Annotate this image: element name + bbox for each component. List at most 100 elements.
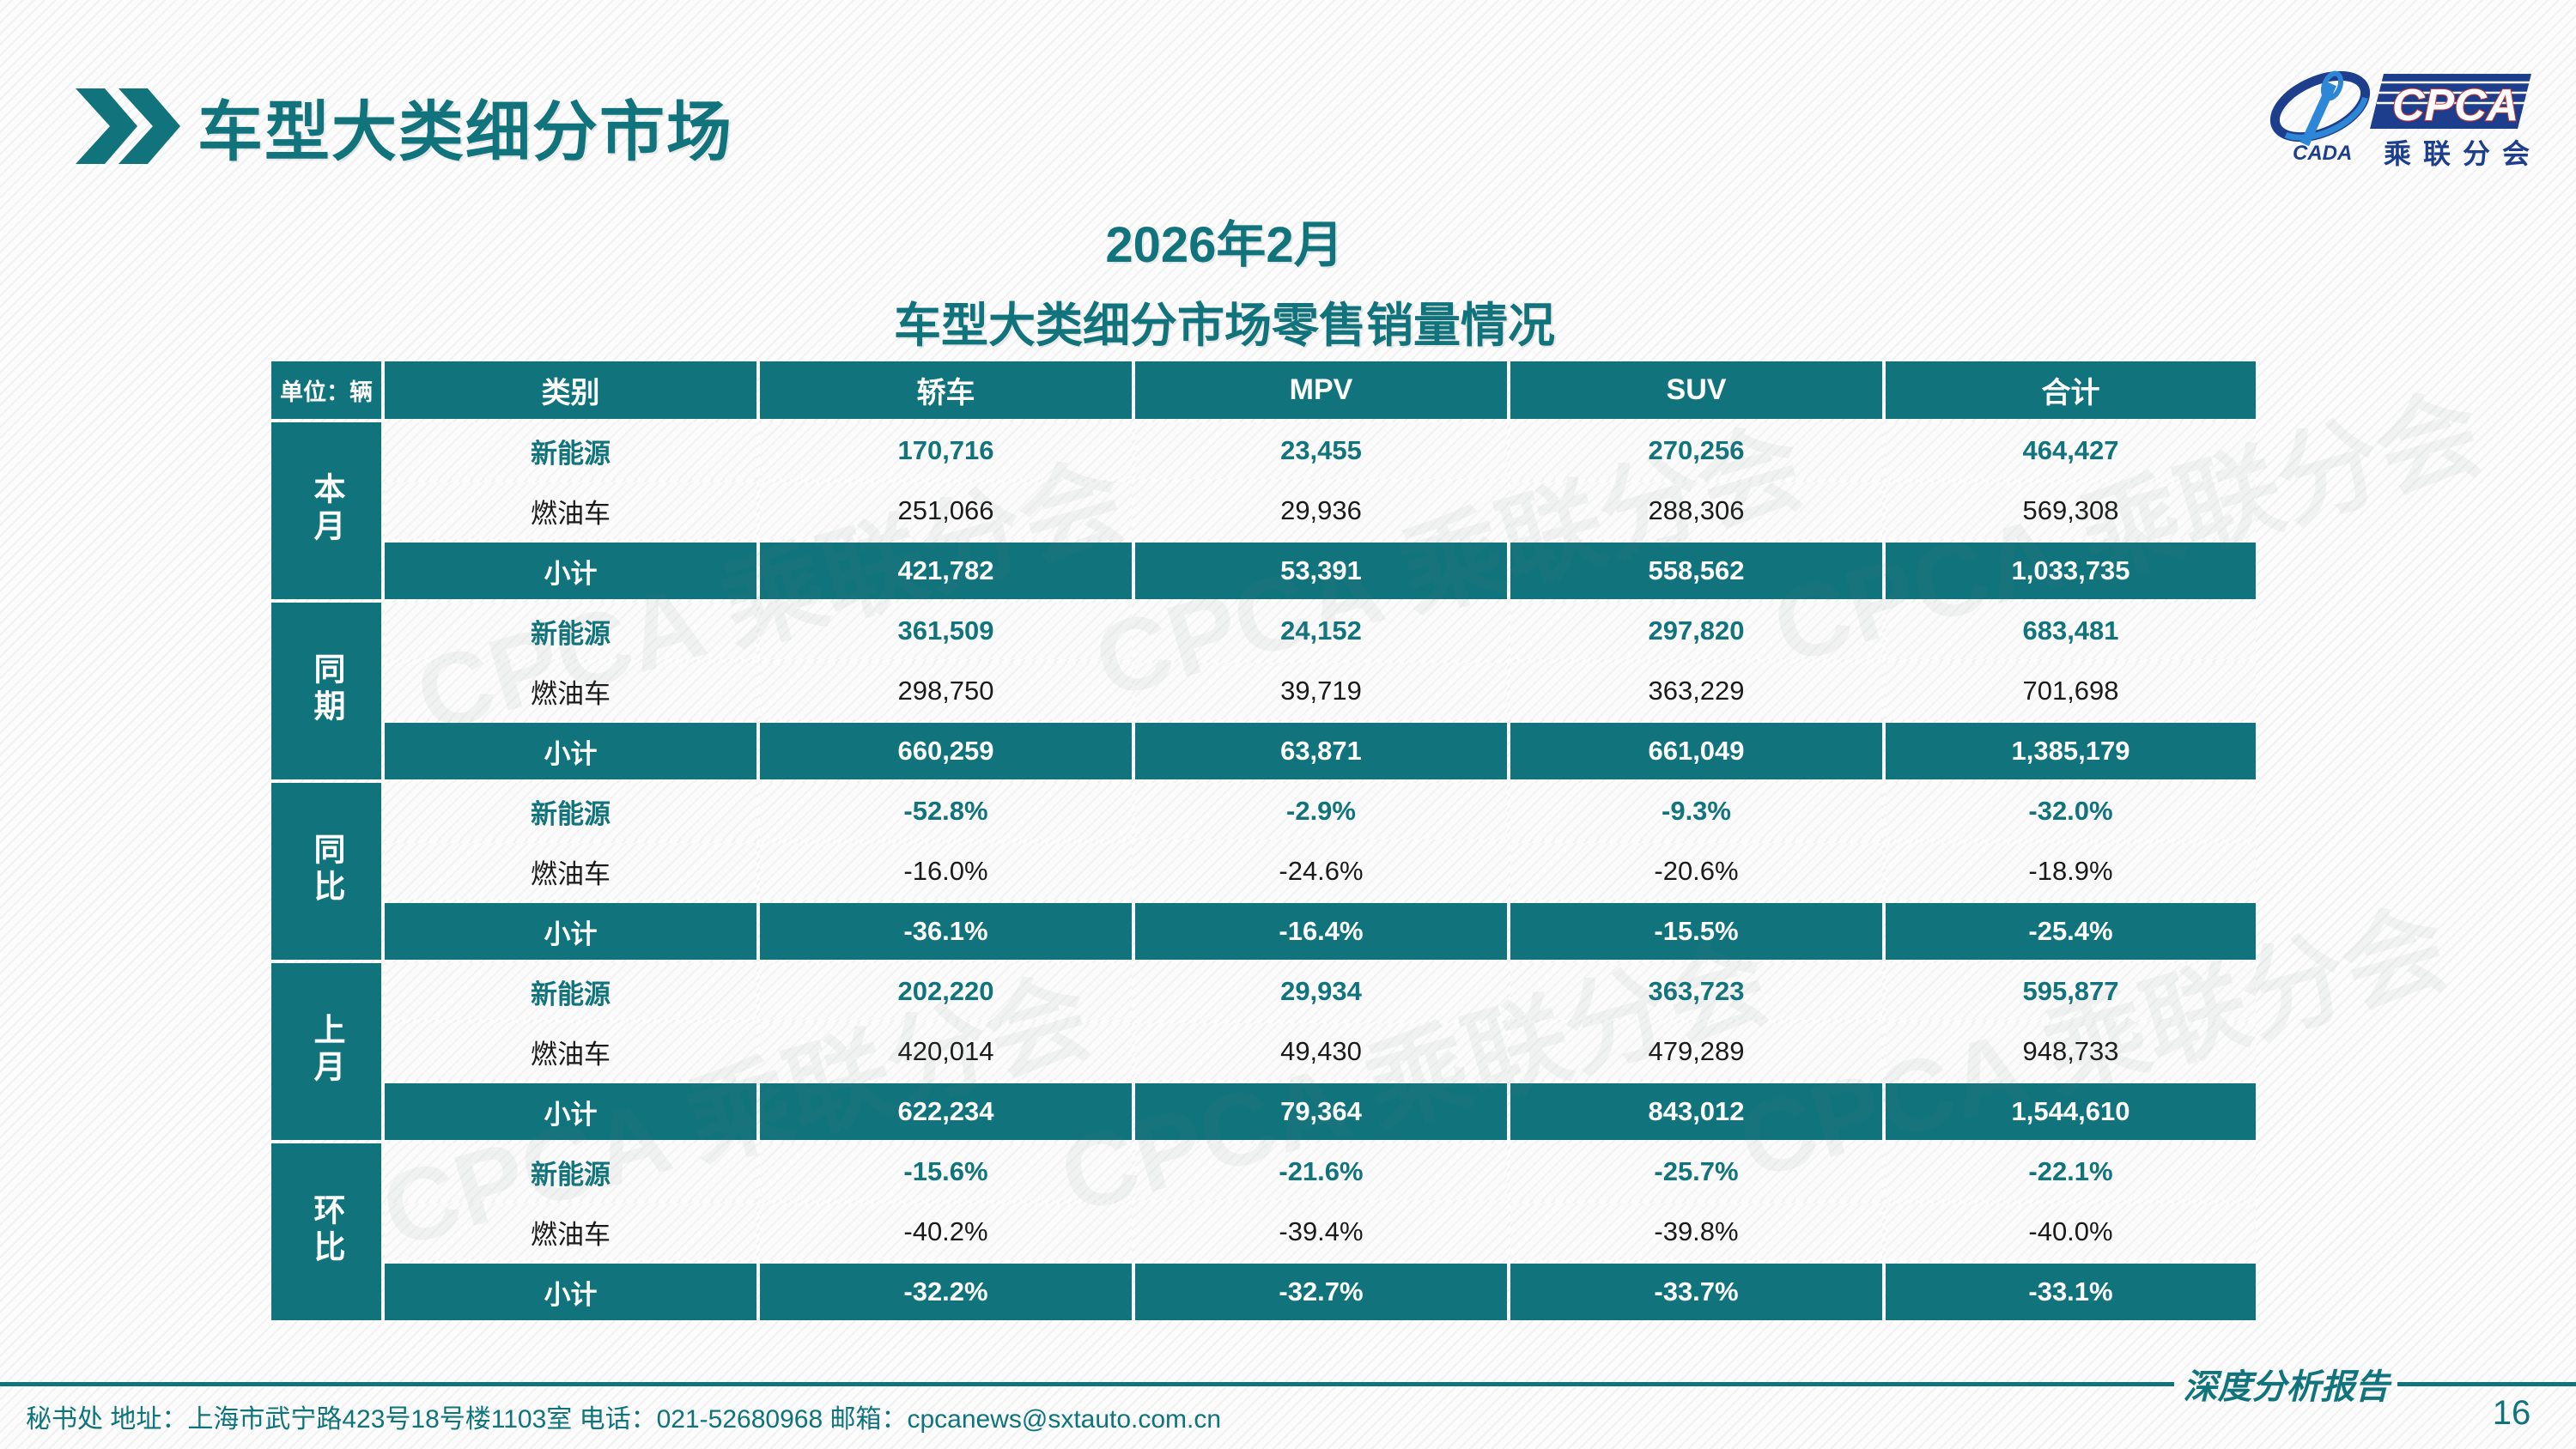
value-cell: 202,220 xyxy=(760,963,1132,1020)
value-cell: 661,049 xyxy=(1510,723,1882,779)
category-cell: 小计 xyxy=(385,723,756,779)
value-cell: -25.4% xyxy=(1886,903,2256,960)
value-cell: 39,719 xyxy=(1135,663,1507,719)
table-title-subject: 车型大类细分市场零售销量情况 xyxy=(893,299,1555,352)
value-cell: 49,430 xyxy=(1135,1023,1507,1080)
cpca-logo: CADA CPCA 乘联分会 xyxy=(2269,70,2542,169)
value-cell: 701,698 xyxy=(1886,663,2256,719)
logo-cpca-text: CPCA xyxy=(2392,81,2518,130)
col-header-sedan: 轿车 xyxy=(760,361,1132,419)
value-cell: 1,033,735 xyxy=(1886,543,2256,599)
value-cell: 298,750 xyxy=(760,663,1132,719)
category-cell: 小计 xyxy=(385,903,756,960)
value-cell: -16.4% xyxy=(1135,903,1507,960)
value-cell: -2.9% xyxy=(1135,783,1507,840)
category-cell: 小计 xyxy=(385,1083,756,1140)
value-cell: -16.0% xyxy=(760,843,1132,900)
value-cell: -40.0% xyxy=(1886,1203,2256,1260)
row-group-label-yoy: 同比 xyxy=(271,783,381,960)
logo-cada-text: CADA xyxy=(2293,142,2352,165)
footer-divider-right xyxy=(2397,1382,2576,1386)
value-cell: 53,391 xyxy=(1135,543,1507,599)
value-cell: -15.5% xyxy=(1510,903,1882,960)
value-cell: 79,364 xyxy=(1135,1083,1507,1140)
category-cell: 燃油车 xyxy=(385,1023,756,1080)
table-row: 燃油车 420,014 49,430 479,289 948,733 xyxy=(271,1023,2256,1080)
value-cell: 421,782 xyxy=(760,543,1132,599)
table-row: 燃油车 -16.0% -24.6% -20.6% -18.9% xyxy=(271,843,2256,900)
table-row: 燃油车 -40.2% -39.4% -39.8% -40.0% xyxy=(271,1203,2256,1260)
value-cell: -32.0% xyxy=(1886,783,2256,840)
table-row: 同期 新能源 361,509 24,152 297,820 683,481 xyxy=(271,603,2256,779)
value-cell: 29,934 xyxy=(1135,963,1507,1020)
table-row: 上月 新能源 202,220 29,934 363,723 595,877 xyxy=(271,963,2256,1140)
value-cell: -18.9% xyxy=(1886,843,2256,900)
table-row: 环比 新能源 -15.6% -21.6% -25.7% -22.1% xyxy=(271,1143,2256,1320)
report-type-label: 深度分析报告 xyxy=(2183,1367,2390,1406)
value-cell: 479,289 xyxy=(1510,1023,1882,1080)
col-header-mpv: MPV xyxy=(1135,361,1507,419)
table-row: 小计 -32.2% -32.7% -33.7% -33.1% xyxy=(271,1264,2256,1320)
value-cell: 948,733 xyxy=(1886,1023,2256,1080)
table-row: 同比 新能源 -52.8% -2.9% -9.3% -32.0% xyxy=(271,783,2256,960)
value-cell: 420,014 xyxy=(760,1023,1132,1080)
page-title: 车型大类细分市场 xyxy=(197,96,733,169)
value-cell: 23,455 xyxy=(1135,422,1507,479)
retail-sales-table: 单位：辆 类别 轿车 MPV SUV 合计 本月 新能源 170,716 23,… xyxy=(268,358,2259,1324)
value-cell: -39.4% xyxy=(1135,1203,1507,1260)
table-row: 小计 622,234 79,364 843,012 1,544,610 xyxy=(271,1083,2256,1140)
value-cell: 63,871 xyxy=(1135,723,1507,779)
col-header-total: 合计 xyxy=(1886,361,2256,419)
table-title-month: 2026年2月 xyxy=(1105,217,1344,273)
page-header: 车型大类细分市场 xyxy=(76,79,733,173)
value-cell: 843,012 xyxy=(1510,1083,1882,1140)
category-cell: 燃油车 xyxy=(385,482,756,539)
category-cell: 新能源 xyxy=(385,422,756,479)
value-cell: 270,256 xyxy=(1510,422,1882,479)
value-cell: 361,509 xyxy=(760,603,1132,659)
value-cell: -22.1% xyxy=(1886,1143,2256,1200)
value-cell: -52.8% xyxy=(760,783,1132,840)
value-cell: 24,152 xyxy=(1135,603,1507,659)
category-cell: 燃油车 xyxy=(385,663,756,719)
logo-subtitle-text: 乘联分会 xyxy=(2384,138,2542,169)
footer-divider-left xyxy=(0,1382,2174,1386)
value-cell: 29,936 xyxy=(1135,482,1507,539)
category-cell: 小计 xyxy=(385,1264,756,1320)
value-cell: -20.6% xyxy=(1510,843,1882,900)
category-cell: 新能源 xyxy=(385,783,756,840)
category-cell: 新能源 xyxy=(385,963,756,1020)
table-row: 燃油车 298,750 39,719 363,229 701,698 xyxy=(271,663,2256,719)
table-header-row: 单位：辆 类别 轿车 MPV SUV 合计 xyxy=(271,361,2256,419)
value-cell: 683,481 xyxy=(1886,603,2256,659)
category-cell: 燃油车 xyxy=(385,843,756,900)
value-cell: 1,544,610 xyxy=(1886,1083,2256,1140)
row-group-label-same-period: 同期 xyxy=(271,603,381,779)
value-cell: -32.7% xyxy=(1135,1264,1507,1320)
page-number: 16 xyxy=(2492,1394,2531,1432)
value-cell: 569,308 xyxy=(1886,482,2256,539)
table-title-block: 2026年2月 车型大类细分市场零售销量情况 xyxy=(271,204,2178,355)
value-cell: -36.1% xyxy=(760,903,1132,960)
value-cell: -32.2% xyxy=(760,1264,1132,1320)
value-cell: 363,723 xyxy=(1510,963,1882,1020)
value-cell: 622,234 xyxy=(760,1083,1132,1140)
table-row: 燃油车 251,066 29,936 288,306 569,308 xyxy=(271,482,2256,539)
category-cell: 小计 xyxy=(385,543,756,599)
value-cell: 170,716 xyxy=(760,422,1132,479)
unit-label: 单位：辆 xyxy=(271,361,381,419)
value-cell: -33.1% xyxy=(1886,1264,2256,1320)
value-cell: -15.6% xyxy=(760,1143,1132,1200)
table-row: 本月 新能源 170,716 23,455 270,256 464,427 xyxy=(271,422,2256,599)
row-group-label-last-month: 上月 xyxy=(271,963,381,1140)
value-cell: 1,385,179 xyxy=(1886,723,2256,779)
category-cell: 新能源 xyxy=(385,1143,756,1200)
category-cell: 燃油车 xyxy=(385,1203,756,1260)
value-cell: -21.6% xyxy=(1135,1143,1507,1200)
table-row: 小计 421,782 53,391 558,562 1,033,735 xyxy=(271,543,2256,599)
value-cell: -25.7% xyxy=(1510,1143,1882,1200)
value-cell: 297,820 xyxy=(1510,603,1882,659)
value-cell: -9.3% xyxy=(1510,783,1882,840)
value-cell: 464,427 xyxy=(1886,422,2256,479)
